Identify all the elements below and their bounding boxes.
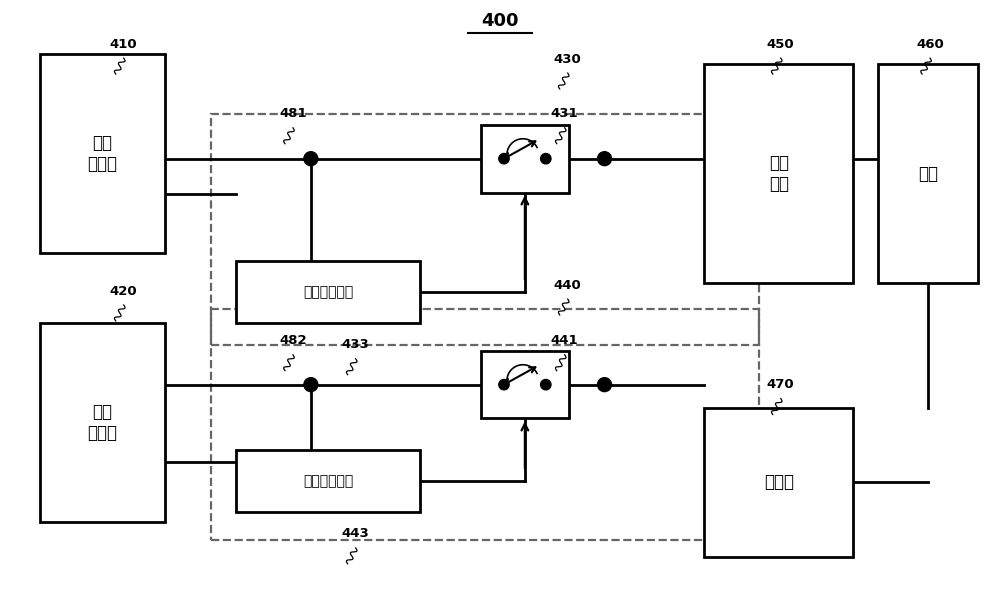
Bar [878,64,978,283]
Text: 441: 441 [551,334,579,348]
Circle shape [304,378,318,392]
Text: 481: 481 [279,107,307,120]
Circle shape [541,379,551,390]
Text: 410: 410 [110,37,138,51]
Text: 433: 433 [342,338,370,351]
Bar [40,54,165,253]
Text: 400: 400 [481,12,519,30]
Text: 460: 460 [916,37,944,51]
Text: 第二控制电路: 第二控制电路 [303,474,353,488]
Circle shape [499,379,509,390]
Text: 482: 482 [279,334,307,348]
Text: 470: 470 [767,378,795,391]
Bar [481,351,569,419]
Bar [211,114,759,345]
Circle shape [598,378,611,392]
Bar [211,309,759,540]
Circle shape [304,151,318,166]
Text: 第一控制电路: 第一控制电路 [303,285,353,299]
Text: 处理器: 处理器 [764,473,794,491]
Text: 充电
电路: 充电 电路 [769,154,789,193]
Bar [481,125,569,192]
Circle shape [499,153,509,164]
Bar [236,261,420,323]
Text: 电池: 电池 [918,165,938,183]
Bar [704,408,853,557]
Text: 430: 430 [554,53,582,66]
Text: 第一
连接器: 第一 连接器 [87,134,117,173]
Bar [704,64,853,283]
Circle shape [541,153,551,164]
Bar [236,451,420,512]
Text: 420: 420 [110,284,138,297]
Text: 443: 443 [342,527,370,541]
Bar [40,323,165,522]
Text: 440: 440 [554,278,582,292]
Text: 450: 450 [767,37,795,51]
Text: 431: 431 [551,107,579,120]
Text: 第二
连接器: 第二 连接器 [87,403,117,442]
Circle shape [598,151,611,166]
